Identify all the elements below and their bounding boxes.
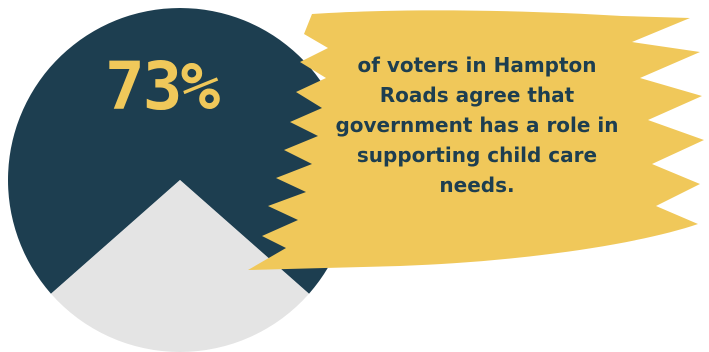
stat-percentage: 73% [105,48,220,125]
yellow-brush-stroke-banner [248,10,704,270]
pie-slice-agree [8,7,352,294]
pie-chart [8,7,352,352]
stat-caption: of voters in Hampton Roads agree that go… [335,53,619,197]
pie-slice-other [50,180,310,352]
